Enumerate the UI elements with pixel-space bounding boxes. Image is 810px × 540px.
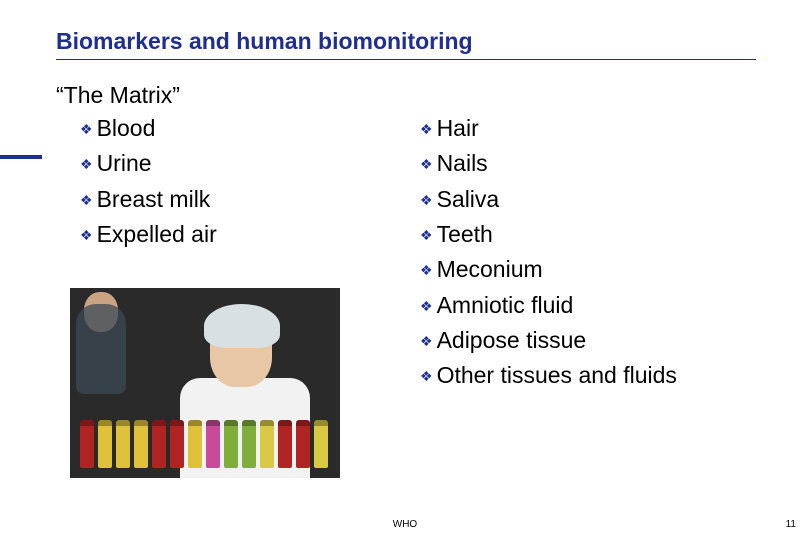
- diamond-bullet-icon: ❖: [420, 225, 433, 245]
- test-tube: [206, 420, 220, 468]
- list-item-label: Saliva: [437, 183, 500, 216]
- hair-cap: [204, 304, 280, 348]
- list-item-label: Blood: [97, 112, 156, 145]
- test-tube: [98, 420, 112, 468]
- test-tube: [242, 420, 256, 468]
- test-tube: [314, 420, 328, 468]
- list-item-label: Adipose tissue: [437, 324, 587, 357]
- list-item: ❖Breast milk: [80, 183, 380, 216]
- right-list: ❖Hair❖Nails❖Saliva❖Teeth❖Meconium❖Amniot…: [420, 112, 760, 395]
- test-tube: [224, 420, 238, 468]
- list-item: ❖Hair: [420, 112, 760, 145]
- title-underline: [56, 59, 756, 60]
- diamond-bullet-icon: ❖: [420, 154, 433, 174]
- diamond-bullet-icon: ❖: [420, 296, 433, 316]
- test-tube: [188, 420, 202, 468]
- slide-title: Biomarkers and human biomonitoring: [56, 28, 756, 55]
- list-item-label: Nails: [437, 147, 488, 180]
- list-item: ❖Expelled air: [80, 218, 380, 251]
- test-tube: [296, 420, 310, 468]
- page-number: 11: [786, 519, 796, 530]
- list-item-label: Urine: [97, 147, 152, 180]
- test-tube: [260, 420, 274, 468]
- diamond-bullet-icon: ❖: [420, 190, 433, 210]
- test-tube: [116, 420, 130, 468]
- test-tube: [152, 420, 166, 468]
- list-item-label: Breast milk: [97, 183, 211, 216]
- diamond-bullet-icon: ❖: [80, 154, 93, 174]
- test-tube: [170, 420, 184, 468]
- diamond-bullet-icon: ❖: [80, 190, 93, 210]
- diamond-bullet-icon: ❖: [80, 225, 93, 245]
- subtitle: “The Matrix”: [56, 82, 180, 109]
- list-item: ❖Nails: [420, 147, 760, 180]
- list-item-label: Meconium: [437, 253, 543, 286]
- footer-org: WHO: [0, 519, 810, 530]
- background-person-body: [76, 304, 126, 394]
- list-item: ❖Meconium: [420, 253, 760, 286]
- diamond-bullet-icon: ❖: [420, 331, 433, 351]
- diamond-bullet-icon: ❖: [420, 119, 433, 139]
- left-list: ❖Blood❖Urine❖Breast milk❖Expelled air: [80, 112, 380, 253]
- diamond-bullet-icon: ❖: [420, 366, 433, 386]
- diamond-bullet-icon: ❖: [80, 119, 93, 139]
- list-item: ❖Saliva: [420, 183, 760, 216]
- list-item: ❖Blood: [80, 112, 380, 145]
- list-item: ❖Adipose tissue: [420, 324, 760, 357]
- list-item-label: Amniotic fluid: [437, 289, 574, 322]
- list-item-label: Other tissues and fluids: [437, 359, 677, 392]
- list-item: ❖Amniotic fluid: [420, 289, 760, 322]
- list-item: ❖Urine: [80, 147, 380, 180]
- left-accent-bar: [0, 155, 42, 159]
- list-item: ❖Other tissues and fluids: [420, 359, 760, 392]
- test-tube: [134, 420, 148, 468]
- list-item-label: Expelled air: [97, 218, 217, 251]
- lab-photo: [70, 288, 340, 478]
- test-tube: [278, 420, 292, 468]
- list-item-label: Hair: [437, 112, 479, 145]
- test-tube-rack: [80, 413, 330, 468]
- diamond-bullet-icon: ❖: [420, 260, 433, 280]
- test-tube: [80, 420, 94, 468]
- list-item: ❖Teeth: [420, 218, 760, 251]
- list-item-label: Teeth: [437, 218, 493, 251]
